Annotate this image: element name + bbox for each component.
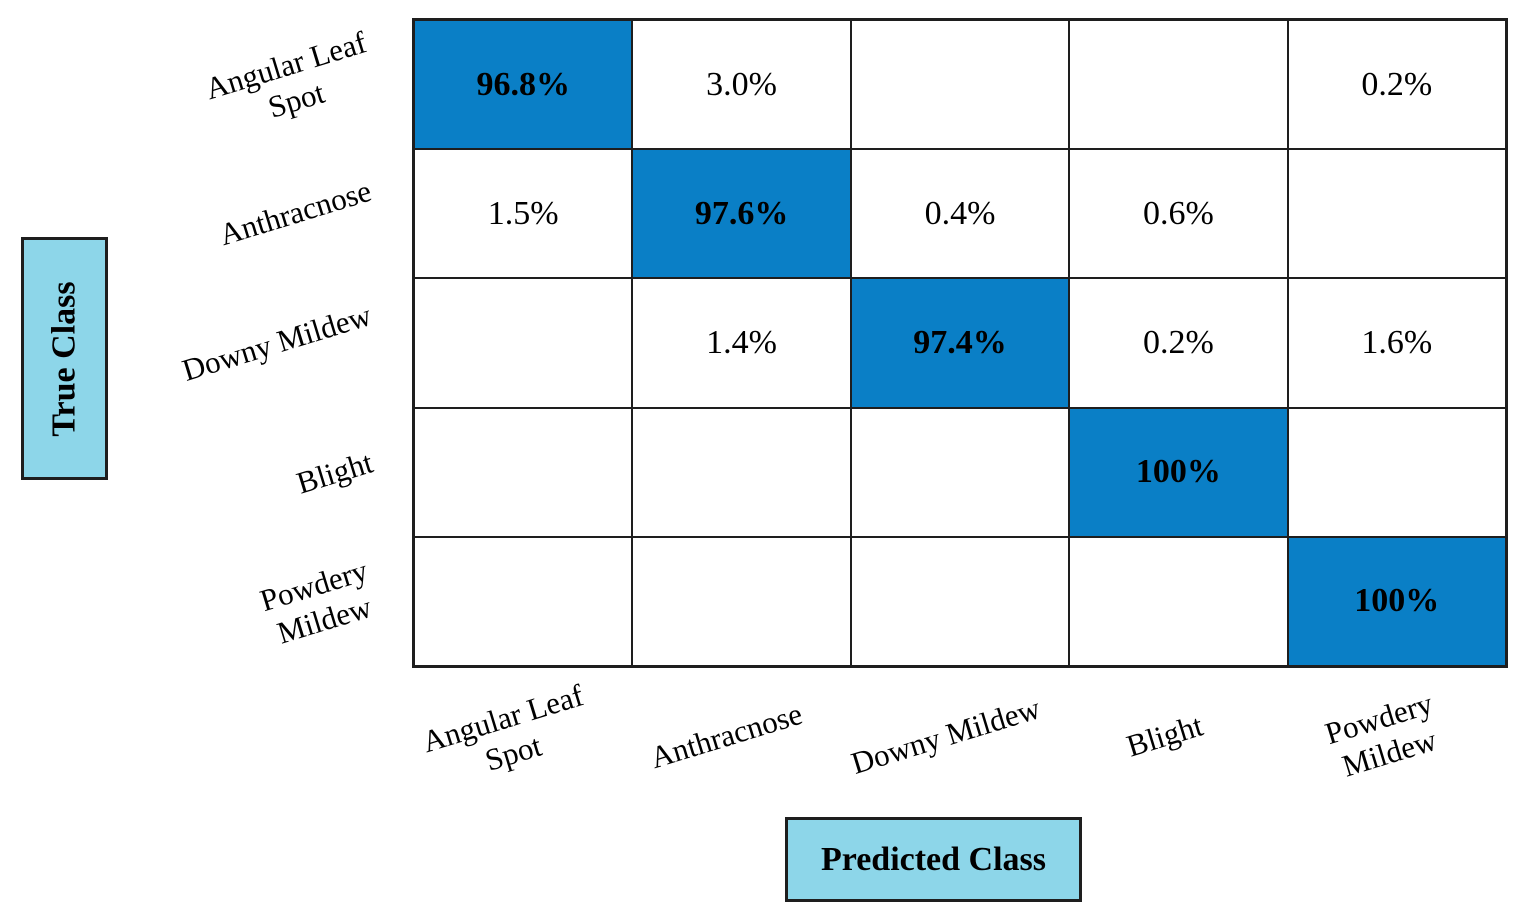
matrix-cell: 1.6% [1287, 278, 1506, 408]
col-label-text: Angular Leaf Spot [417, 677, 587, 778]
col-label-text: Anthracnose [646, 695, 807, 775]
matrix-cell [1069, 20, 1288, 150]
matrix-cell [850, 20, 1070, 150]
matrix-cell: 0.4% [850, 149, 1070, 279]
col-label-text: Powdery Mildew [1321, 685, 1441, 784]
matrix-cell [850, 536, 1070, 666]
confusion-matrix-grid: 96.8% 3.0% 0.2% 1.5% 97.6% 0.4% 0.6% 1.4… [412, 18, 1508, 668]
matrix-cell [632, 536, 851, 666]
matrix-cell [632, 407, 851, 537]
matrix-cell: 3.0% [632, 20, 851, 150]
col-label: Downy Mildew [847, 668, 1069, 803]
col-label: Angular Leaf Spot [412, 668, 631, 803]
row-label: Powdery Mildew [0, 538, 402, 668]
row-label: Downy Mildew [0, 278, 402, 408]
row-label: Anthracnose [0, 148, 402, 278]
matrix-cell: 100% [1069, 407, 1288, 537]
matrix-cell [414, 536, 633, 666]
matrix-cell [414, 278, 633, 408]
matrix-cell [1069, 536, 1288, 666]
row-label-text: Blight [292, 444, 378, 501]
col-label-text: Blight [1122, 707, 1208, 764]
matrix-cell: 100% [1287, 536, 1506, 666]
matrix-cell: 1.4% [632, 278, 851, 408]
col-label-text: Downy Mildew [847, 689, 1045, 781]
matrix-cell: 0.6% [1069, 149, 1288, 279]
col-labels: Angular Leaf Spot Anthracnose Downy Mild… [412, 668, 1508, 803]
col-label: Blight [1070, 668, 1289, 803]
matrix-cell [1287, 407, 1506, 537]
col-label: Anthracnose [631, 668, 850, 803]
row-label-text: Angular Leaf Spot [201, 24, 371, 125]
row-label-text: Powdery Mildew [255, 552, 376, 651]
matrix-cell: 96.8% [414, 20, 633, 150]
matrix-cell [414, 407, 633, 537]
row-label: Blight [0, 408, 402, 538]
matrix-cell: 97.6% [632, 149, 851, 279]
row-label: Angular Leaf Spot [0, 18, 402, 148]
matrix-cell [1287, 149, 1506, 279]
matrix-cell: 0.2% [1287, 20, 1506, 150]
x-axis-label-box: Predicted Class [785, 817, 1082, 902]
row-label-text: Downy Mildew [177, 297, 375, 388]
col-label: Powdery Mildew [1289, 668, 1508, 803]
y-axis-label-box: True Class [21, 237, 108, 480]
matrix-cell: 97.4% [850, 278, 1070, 408]
matrix-cell: 0.2% [1069, 278, 1288, 408]
matrix-cell [850, 407, 1070, 537]
x-axis-label: Predicted Class [820, 840, 1047, 878]
row-labels: Angular Leaf Spot Anthracnose Downy Mild… [0, 18, 402, 668]
matrix-cell: 1.5% [414, 149, 633, 279]
row-label-text: Anthracnose [215, 173, 376, 253]
